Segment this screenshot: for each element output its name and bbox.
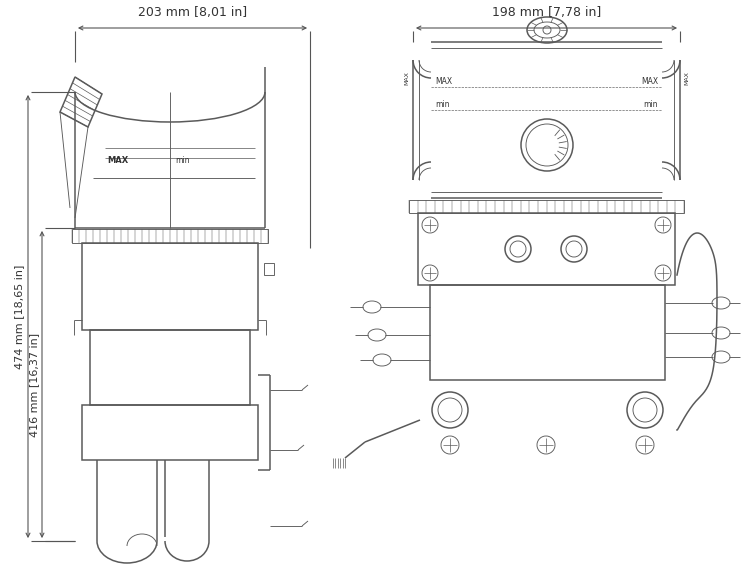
- Text: 198 mm [7,78 in]: 198 mm [7,78 in]: [492, 6, 601, 19]
- Bar: [409, 200, 684, 213]
- Text: MAX: MAX: [107, 156, 128, 165]
- Text: 416 mm [16,37 in]: 416 mm [16,37 in]: [29, 332, 39, 436]
- Text: MAX: MAX: [641, 77, 658, 86]
- Bar: [82, 243, 258, 330]
- Text: min: min: [435, 100, 450, 109]
- Text: min: min: [175, 156, 190, 165]
- Bar: [264, 263, 274, 275]
- Bar: [82, 405, 258, 460]
- Bar: [430, 285, 665, 380]
- Text: min: min: [643, 100, 658, 109]
- Text: 474 mm [18,65 in]: 474 mm [18,65 in]: [14, 264, 24, 368]
- Text: MAX: MAX: [684, 71, 689, 85]
- Bar: [418, 213, 675, 285]
- Text: 203 mm [8,01 in]: 203 mm [8,01 in]: [138, 6, 247, 19]
- Text: MAX: MAX: [404, 71, 409, 85]
- Text: MAX: MAX: [435, 77, 452, 86]
- Bar: [72, 229, 268, 243]
- Bar: [90, 330, 250, 405]
